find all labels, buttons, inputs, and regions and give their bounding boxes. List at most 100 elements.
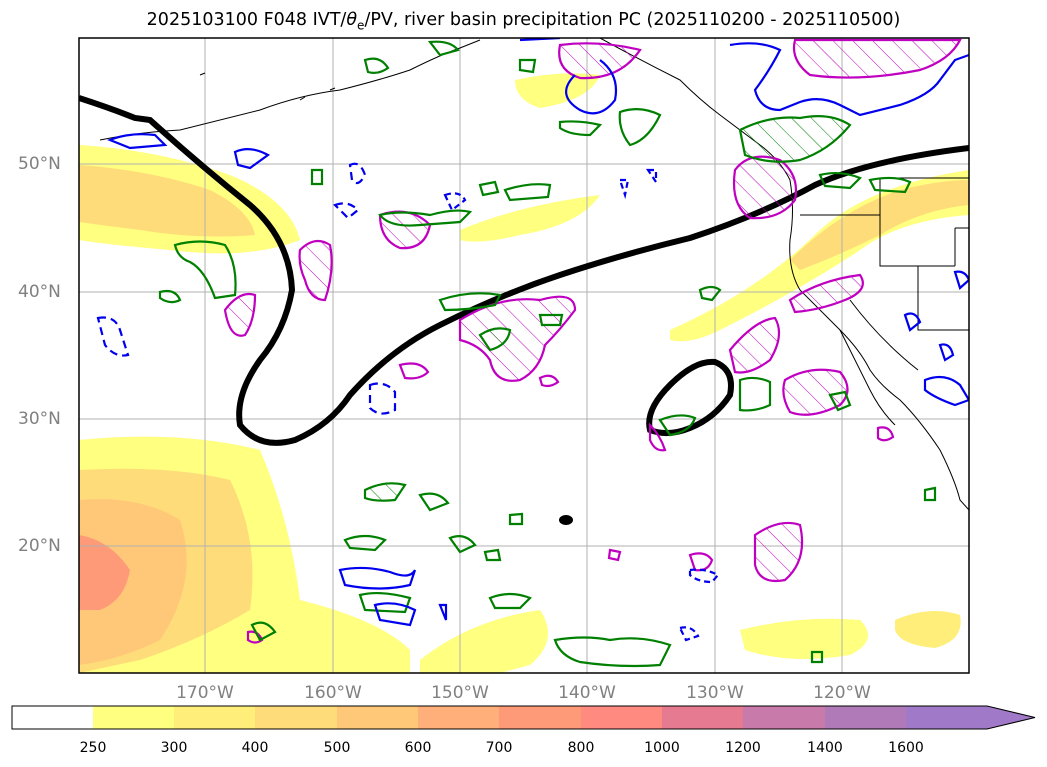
blue-contour-3 [233,148,271,170]
pv-contour-2 [792,38,962,79]
pv-contour-7 [458,295,577,382]
precip-contour-22 [448,535,477,554]
blue-contour-4 [348,162,367,185]
precip-contour-28 [508,512,524,526]
colorbar-tick-600: 600 [404,740,432,756]
precip-contour-30 [818,171,862,190]
colorbar-segment-0 [12,706,93,729]
blue-contour-19 [953,270,969,290]
ivt-area-southwest-3 [79,499,187,665]
colorbar-tick-1000: 1000 [644,740,680,756]
precip-contour-6 [363,57,390,74]
lat-label-20n: 20°N [18,536,61,556]
lon-label-170w: 170°W [176,683,234,703]
ivt-area-far-southeast [895,611,961,648]
colorbar-tick-1200: 1200 [725,740,761,756]
lat-label-50n: 50°N [18,154,61,174]
ivt-area-northwest-inner [79,165,255,237]
precip-contour-10 [478,180,500,197]
precip-contour-2 [158,289,182,304]
state-border-3 [917,266,969,331]
precip-contour-33 [810,650,824,664]
lon-label-160w: 160°W [304,683,362,703]
colorbar-outline [11,705,1036,730]
pv-contour-14 [688,552,714,572]
blue-contour-1 [729,42,969,117]
precip-contour-29 [868,176,912,194]
precip-contour-15 [698,285,722,302]
coastline-north-aleutian [199,72,336,101]
precip-contour-5 [558,120,603,137]
pv-contour-8 [788,273,864,314]
precip-contour-1 [173,240,237,300]
blue-contour-7 [368,382,397,415]
precip-contour-7 [427,40,460,57]
colorbar-segment-11 [906,706,987,729]
blue-contour-8 [618,178,630,200]
blue-contour-6 [96,316,130,357]
coastline-alaska [99,39,481,141]
lon-label-120w: 120°W [813,683,871,703]
blue-contour-12 [338,566,417,590]
blue-contour-15 [678,626,700,642]
precip-contour-12 [438,292,502,312]
pv-contour-15 [538,374,560,388]
blue-contour-2 [107,133,168,150]
blue-contour-10 [443,192,467,212]
map-panel [79,38,969,673]
blue-contour-18 [923,375,969,407]
pv-contour-11 [753,521,804,583]
pv-contour-12 [648,422,667,452]
lon-label-140w: 140°W [558,683,616,703]
thetae-contour-main [79,95,969,446]
ivt-area-southwest-4 [79,535,130,610]
state-border-4 [954,227,969,266]
precip-contour-3 [738,115,852,163]
precip-contour-32 [923,486,937,502]
colorbar-segment-10 [825,706,906,729]
pv-contour-13 [398,362,430,380]
colorbar-extend-arrow [987,706,1035,729]
map-title: 2025103100 F048 IVT/θe/PV, river basin p… [146,10,901,33]
ivt-area-southeast [740,618,868,659]
ivt-shading [79,73,969,673]
colorbar-segment-3 [255,706,337,729]
state-border-6 [849,299,919,371]
colorbar-segment-1 [93,706,174,729]
map-frame [78,37,970,674]
precip-contours [158,40,937,668]
coastline-baja [839,329,896,426]
blue-contour-13 [373,602,417,627]
precip-contour-9 [503,183,552,202]
colorbar-tick-500: 500 [323,740,351,756]
precip-contour-26 [553,636,672,668]
precip-contour-14 [538,313,564,327]
lat-label-40n: 40°N [18,282,61,302]
blue-contour-9 [645,168,658,186]
colorbar-tick-700: 700 [485,740,513,756]
colorbar-segment-6 [499,706,581,729]
blue-contours [96,38,969,642]
lon-label-150w: 150°W [431,683,489,703]
colorbar [11,705,1036,730]
colorbar-segment-4 [337,706,418,729]
precip-contour-13 [478,327,512,352]
ivt-area-center [460,195,600,242]
colorbar-segment-8 [662,706,743,729]
precip-contour-16 [738,376,772,412]
pv-contours [223,38,962,644]
pv-contour-9 [728,316,781,374]
colorbar-segment-5 [418,706,499,729]
lat-label-30n: 30°N [18,409,61,429]
colorbar-tick-1400: 1400 [807,740,843,756]
lon-label-130w: 130°W [686,683,744,703]
precip-contour-17 [828,390,852,412]
precip-contour-8 [518,58,537,74]
ivt-area-north-center [515,73,600,108]
blue-contour-20 [438,603,448,621]
ivt-area-south-center [420,610,548,673]
pv-contour-10 [782,368,849,416]
precip-contour-4 [618,108,662,147]
colorbar-tick-300: 300 [160,740,188,756]
